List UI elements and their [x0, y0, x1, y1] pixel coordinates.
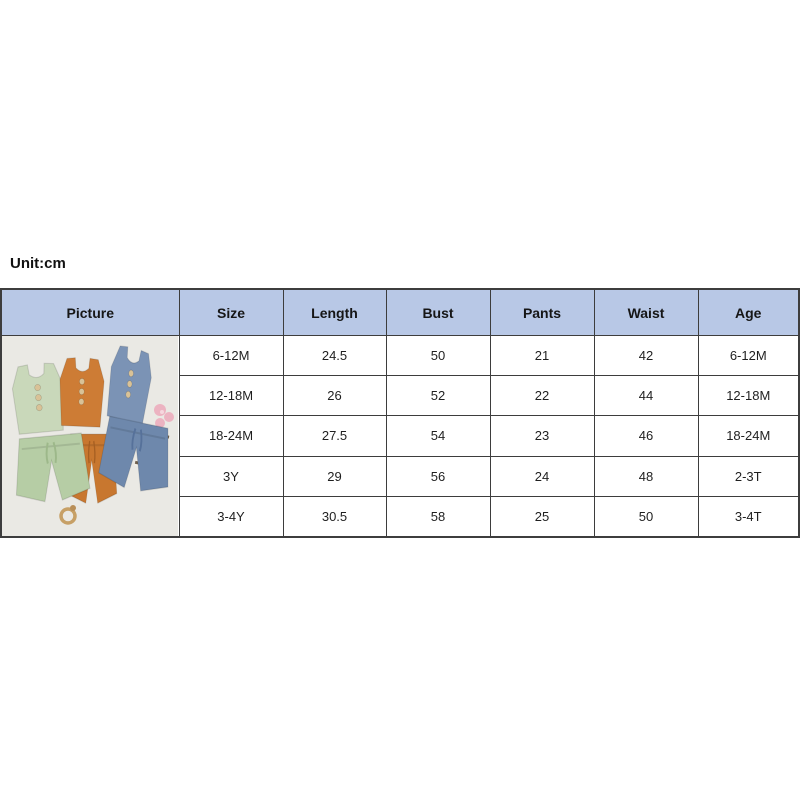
cell-length-row-2: 27.5 — [282, 415, 387, 457]
pink-flowers-decoration — [154, 404, 174, 428]
cell-pants-row-3: 24 — [489, 455, 595, 497]
cell-bust-row-1: 52 — [385, 375, 491, 417]
cell-pants-row-1: 22 — [489, 375, 595, 417]
cell-waist-row-2: 46 — [593, 415, 699, 457]
cell-waist-row-1: 44 — [593, 375, 699, 417]
column-header-age: Age — [697, 288, 800, 336]
cell-size-row-1: 12-18M — [178, 375, 284, 417]
cell-length-row-1: 26 — [282, 375, 387, 417]
unit-label: Unit:cm — [10, 255, 66, 272]
cell-length-row-3: 29 — [282, 455, 387, 497]
cell-waist-row-3: 48 — [593, 455, 699, 497]
blue-shorts — [98, 415, 169, 492]
cell-size-row-4: 3-4Y — [178, 495, 284, 538]
table-row: 18-24M 27.5 54 23 46 18-24M — [1, 415, 800, 457]
cell-age-row-3: 2-3T — [697, 455, 800, 497]
column-header-picture: Picture — [0, 288, 180, 336]
cell-pants-row-0: 21 — [489, 334, 595, 377]
wooden-teether-icon — [59, 505, 77, 525]
cell-age-row-1: 12-18M — [697, 375, 800, 417]
cell-waist-row-4: 50 — [593, 495, 699, 538]
cell-bust-row-3: 56 — [385, 455, 491, 497]
cell-age-row-4: 3-4T — [697, 495, 800, 538]
blue-tank-top — [106, 345, 152, 427]
column-header-bust: Bust — [385, 288, 491, 336]
cell-length-row-0: 24.5 — [282, 334, 387, 377]
product-photo — [2, 336, 178, 536]
table-row: 12-18M 26 52 22 44 12-18M — [1, 375, 800, 417]
table-row: 3Y 29 56 24 48 2-3T — [1, 455, 800, 497]
column-header-waist: Waist — [593, 288, 699, 336]
table-row: 6-12M 24.5 50 21 42 6-12M — [0, 334, 800, 538]
orange-tank-top — [59, 357, 105, 428]
cell-age-row-0: 6-12M — [697, 334, 800, 377]
cell-bust-row-0: 50 — [385, 334, 491, 377]
product-photo-cell — [0, 335, 180, 538]
column-header-pants: Pants — [489, 288, 595, 336]
column-header-length: Length — [282, 288, 387, 336]
cell-bust-row-4: 58 — [385, 495, 491, 538]
cell-size-row-0: 6-12M — [178, 334, 284, 377]
cell-waist-row-0: 42 — [593, 334, 699, 377]
green-shorts — [15, 432, 91, 503]
size-chart-table: Picture Size Length Bust Pants Waist Age — [0, 288, 800, 538]
column-header-size: Size — [178, 288, 284, 336]
cell-pants-row-2: 23 — [489, 415, 595, 457]
cell-bust-row-2: 54 — [385, 415, 491, 457]
table-row: 3-4Y 30.5 58 25 50 3-4T — [1, 495, 800, 538]
cell-age-row-2: 18-24M — [697, 415, 800, 457]
cell-length-row-4: 30.5 — [282, 495, 387, 538]
cell-size-row-3: 3Y — [178, 455, 284, 497]
header-row: Picture Size Length Bust Pants Waist Age — [0, 288, 800, 336]
cell-size-row-2: 18-24M — [178, 415, 284, 457]
cell-pants-row-4: 25 — [489, 495, 595, 538]
